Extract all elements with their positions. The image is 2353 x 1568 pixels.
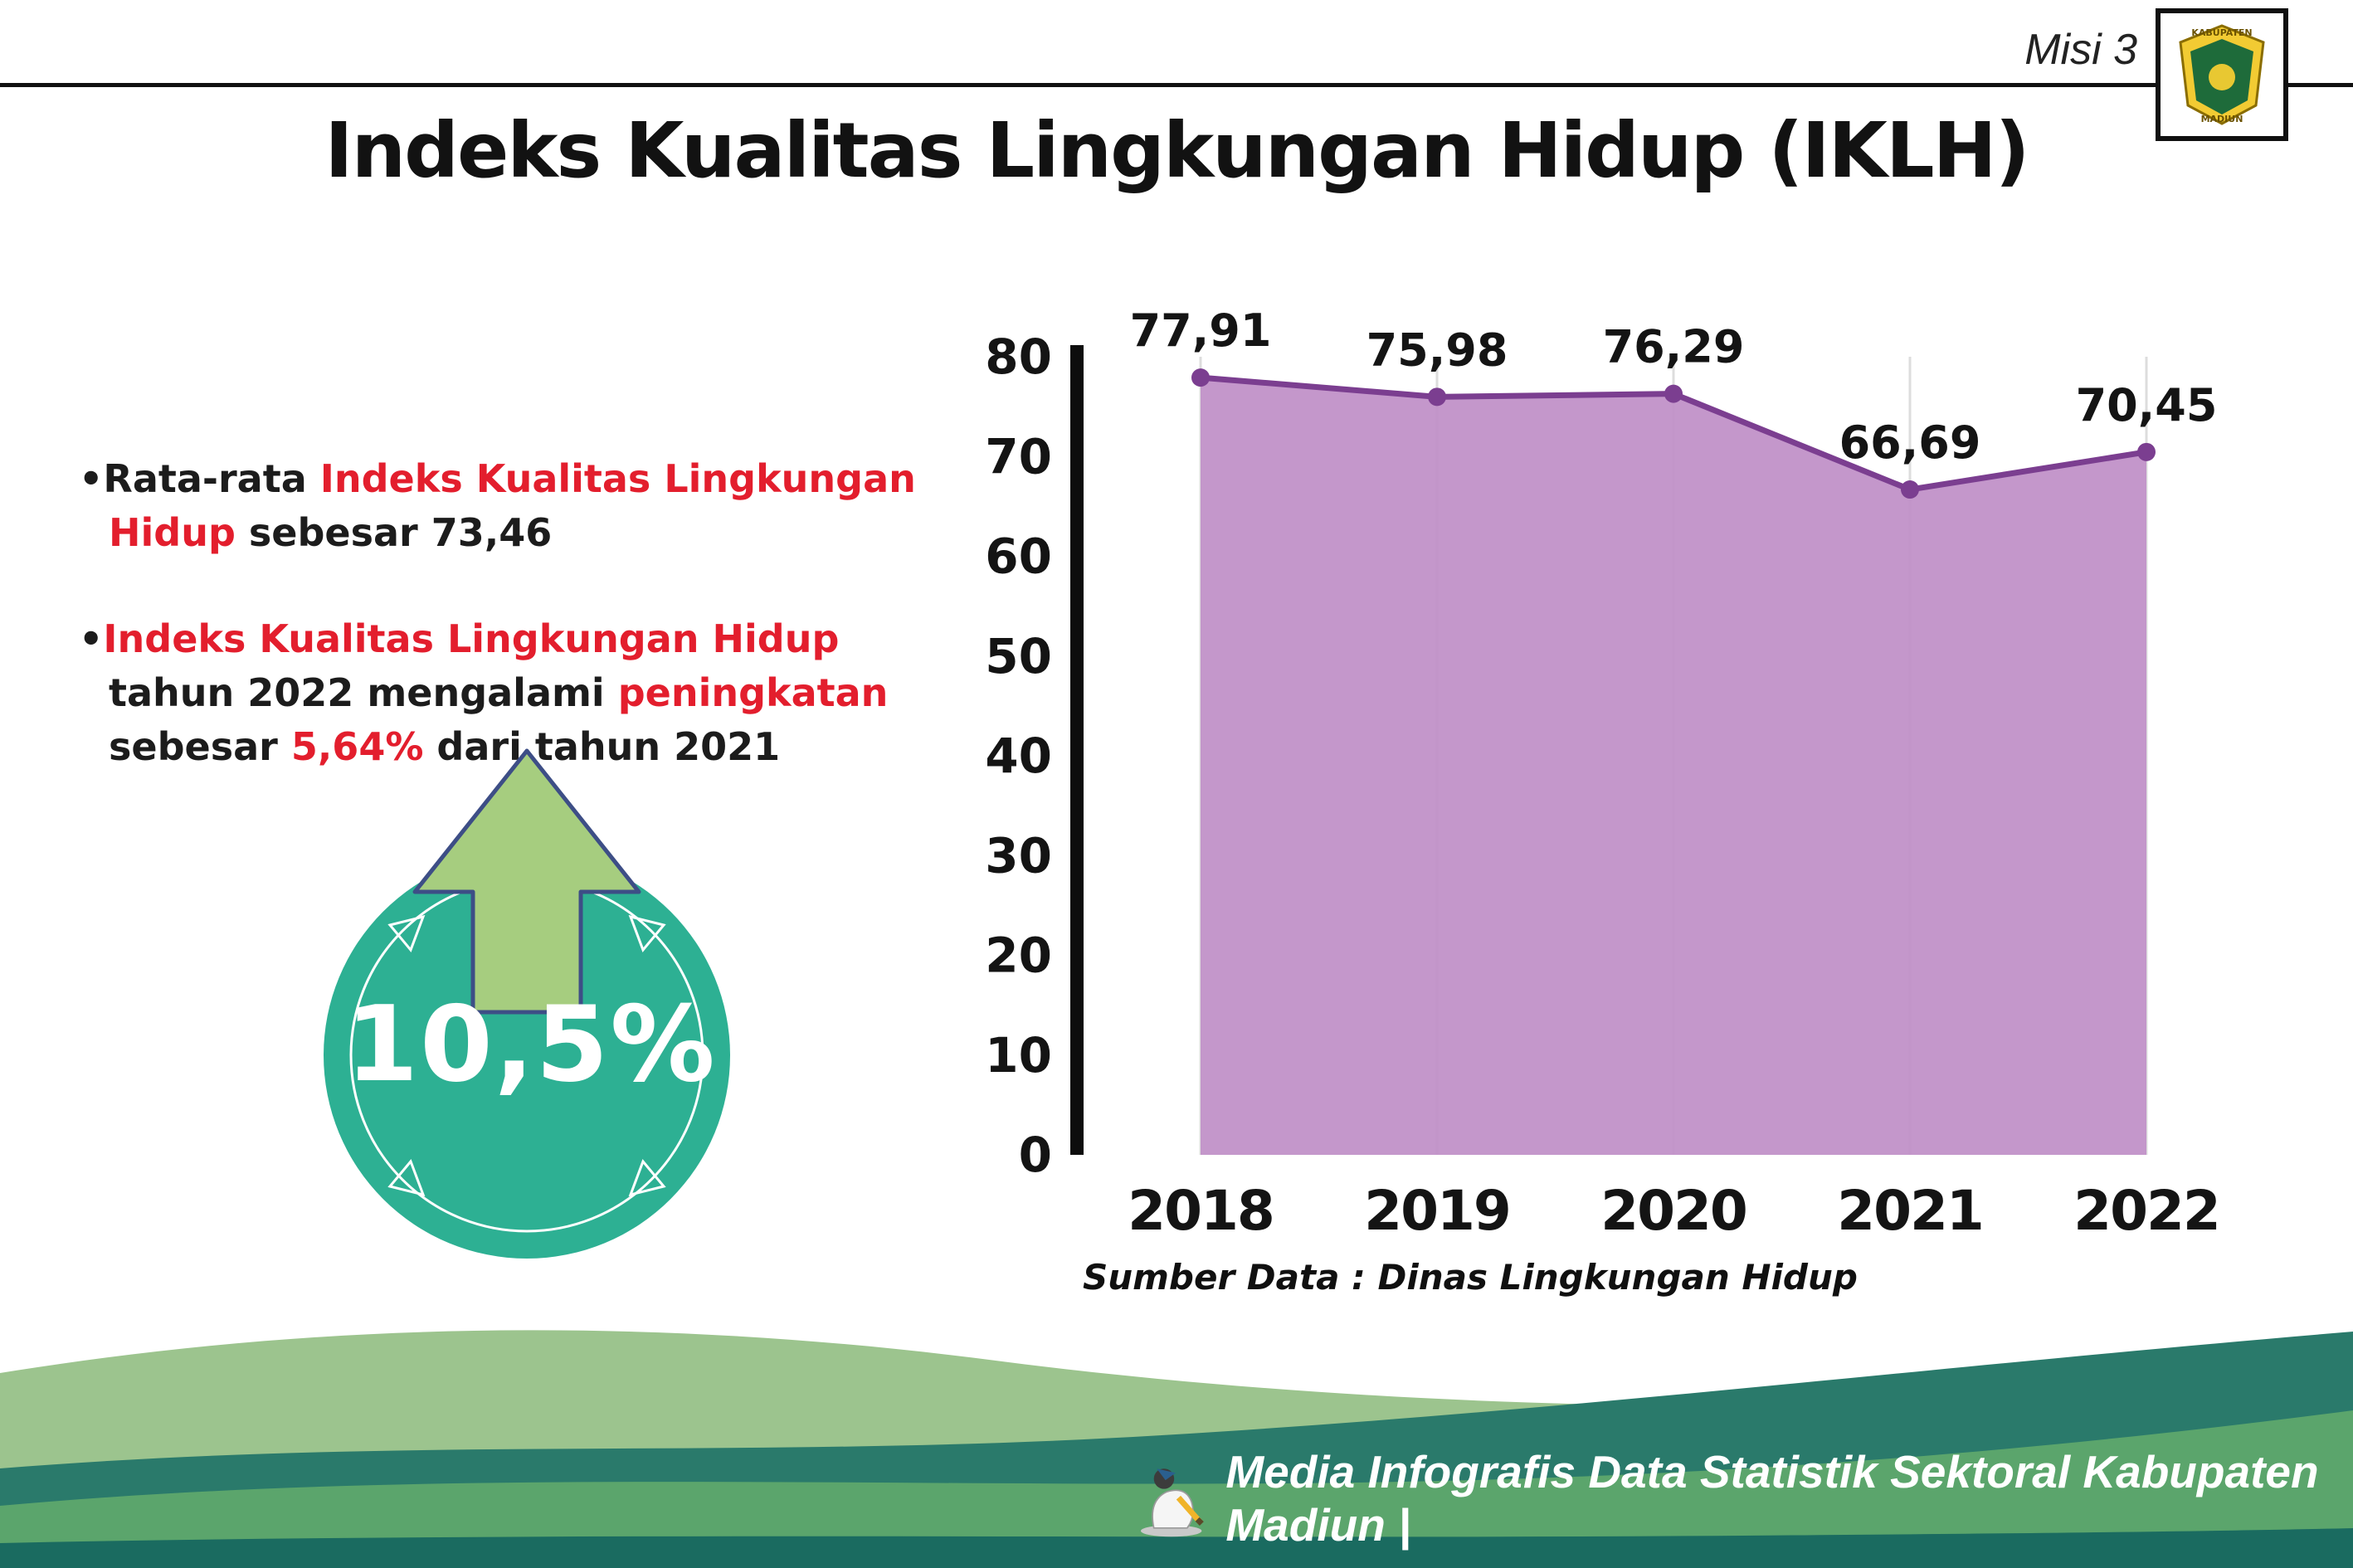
badge-ring-decoration: [628, 914, 666, 952]
badge-circle: [324, 852, 730, 1259]
footer-bar: Media Infografis Data Statistik Sektoral…: [1135, 1445, 2353, 1551]
bullet-text-segment: sebesar 73,46: [235, 510, 553, 556]
bullet-text-segment: sebesar: [109, 724, 291, 770]
svg-text:2019: 2019: [1364, 1179, 1510, 1243]
logo-top-text: KABUPATEN: [2191, 27, 2252, 38]
svg-text:2020: 2020: [1600, 1179, 1746, 1243]
kabupaten-madiun-crest-icon: KABUPATEN MADIUN: [2179, 24, 2265, 125]
footer-waves: [0, 1330, 2353, 1568]
bullet-marker: •: [79, 456, 104, 501]
svg-text:77,91: 77,91: [1130, 304, 1272, 357]
logo-bottom-text: MADIUN: [2201, 114, 2243, 124]
highlights-text: •Rata-rata Indeks Kualitas Lingkungan Hi…: [79, 452, 950, 826]
page-title: Indeks Kualitas Lingkungan Hidup (IKLH): [324, 106, 2029, 195]
footer-caption: Media Infografis Data Statistik Sektoral…: [1225, 1446, 2319, 1551]
svg-text:0: 0: [1019, 1127, 1052, 1183]
bullet-iklh-2022: •Indeks Kualitas Lingkungan Hidup tahun …: [79, 612, 950, 775]
svg-text:70: 70: [987, 428, 1052, 485]
svg-text:2021: 2021: [1837, 1179, 1983, 1243]
bullet-text-segment: dari tahun 2021: [423, 724, 781, 770]
misi-label: Misi 3: [2024, 26, 2137, 74]
svg-text:30: 30: [987, 827, 1052, 884]
bullet-text-segment: Indeks Kualitas Lingkungan Hidup: [103, 616, 840, 661]
header-divider: [0, 83, 2353, 87]
bullet-text-segment: Rata-rata: [103, 456, 320, 501]
svg-text:20: 20: [987, 928, 1052, 984]
bullet-average-iklh: •Rata-rata Indeks Kualitas Lingkungan Hi…: [79, 452, 950, 561]
kabupaten-madiun-logo: KABUPATEN MADIUN: [2156, 8, 2288, 141]
svg-text:76,29: 76,29: [1603, 321, 1745, 373]
bullet-text-segment: tahun 2022 mengalami: [109, 670, 618, 715]
svg-text:40: 40: [987, 728, 1052, 784]
iklh-area-chart: 0 10 20 30 40 50 60 70 80 77,91 2018 75,98 2019 76,29…: [985, 304, 2221, 1243]
badge-ring-decoration: [387, 1159, 426, 1197]
bullet-marker: •: [79, 616, 104, 661]
increase-percentage: 10,5%: [345, 983, 717, 1105]
svg-text:50: 50: [987, 628, 1052, 684]
svg-text:2022: 2022: [2073, 1179, 2219, 1243]
bullet-text-segment: Indeks Kualitas Lingkungan Hidup: [109, 456, 916, 556]
writing-person-mascot-icon: [1140, 1468, 1204, 1537]
iklh-chart-area: 0 10 20 30 40 50 60 70 80 77,91 2018 75,98 2019 76,29…: [985, 274, 2348, 1256]
svg-text:10: 10: [987, 1027, 1052, 1083]
up-arrow-icon: [412, 748, 641, 1015]
badge-ring-decoration: [628, 1159, 666, 1197]
svg-text:80: 80: [987, 329, 1052, 385]
bullet-text-segment: 5,64%: [290, 724, 424, 770]
svg-text:66,69: 66,69: [1839, 416, 1981, 469]
svg-text:60: 60: [987, 528, 1052, 585]
increase-badge: [324, 748, 730, 1259]
source-note: Sumber Data : Dinas Lingkungan Hidup: [1083, 1257, 1858, 1298]
svg-text:2018: 2018: [1128, 1179, 1274, 1243]
svg-text:75,98: 75,98: [1366, 324, 1508, 376]
badge-ring-decoration: [387, 914, 426, 952]
bullet-text-segment: peningkatan: [617, 670, 889, 715]
svg-text:70,45: 70,45: [2076, 379, 2218, 431]
